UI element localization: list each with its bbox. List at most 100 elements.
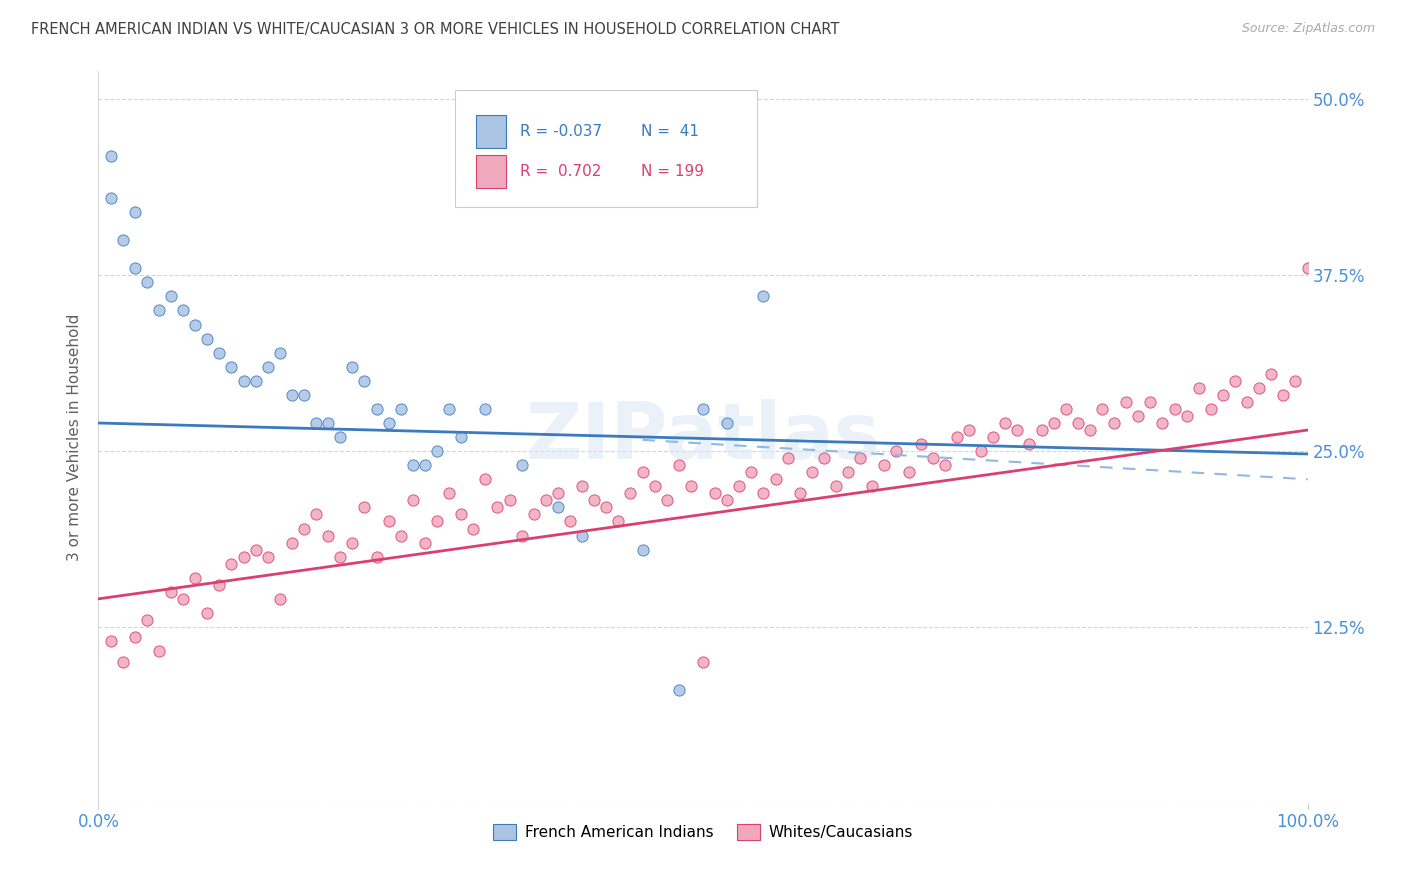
Point: [1296, 261, 1319, 276]
Point: [413, 458, 436, 473]
Point: [1031, 423, 1053, 437]
FancyBboxPatch shape: [456, 90, 758, 207]
Point: [655, 493, 678, 508]
Point: [631, 465, 654, 479]
Text: Source: ZipAtlas.com: Source: ZipAtlas.com: [1241, 22, 1375, 36]
Point: [148, 644, 170, 658]
Point: [510, 458, 533, 473]
Point: [342, 359, 364, 374]
Point: [124, 205, 146, 219]
Text: FRENCH AMERICAN INDIAN VS WHITE/CAUCASIAN 3 OR MORE VEHICLES IN HOUSEHOLD CORREL: FRENCH AMERICAN INDIAN VS WHITE/CAUCASIA…: [31, 22, 839, 37]
Point: [1175, 409, 1198, 423]
Point: [595, 500, 617, 515]
Point: [716, 493, 738, 508]
FancyBboxPatch shape: [475, 155, 506, 188]
Point: [1115, 395, 1137, 409]
Point: [957, 423, 980, 437]
Point: [970, 444, 993, 458]
Point: [873, 458, 896, 473]
Point: [740, 465, 762, 479]
Point: [232, 549, 254, 564]
Point: [813, 451, 835, 466]
Point: [329, 549, 352, 564]
Point: [342, 535, 364, 549]
Point: [583, 493, 606, 508]
Point: [221, 359, 243, 374]
Point: [426, 515, 449, 529]
Point: [1163, 401, 1185, 416]
Point: [269, 345, 291, 359]
Point: [389, 401, 412, 416]
Point: [305, 508, 328, 522]
Point: [860, 479, 883, 493]
Point: [292, 521, 315, 535]
Point: [100, 191, 122, 205]
Point: [547, 500, 569, 515]
Point: [450, 430, 472, 444]
Point: [1054, 401, 1077, 416]
Point: [934, 458, 956, 473]
Point: [256, 549, 278, 564]
Point: [607, 515, 630, 529]
Point: [1128, 409, 1150, 423]
Point: [281, 388, 304, 402]
Point: [523, 508, 546, 522]
Point: [292, 388, 315, 402]
Point: [208, 345, 231, 359]
Point: [534, 493, 557, 508]
Point: [716, 416, 738, 430]
Point: [413, 535, 436, 549]
Point: [1091, 401, 1114, 416]
Point: [981, 430, 1004, 444]
Text: N =  41: N = 41: [641, 124, 699, 139]
Point: [1018, 437, 1040, 451]
Point: [172, 591, 194, 606]
Point: [631, 542, 654, 557]
Point: [316, 416, 339, 430]
Point: [245, 542, 267, 557]
Point: [269, 591, 291, 606]
Point: [463, 521, 485, 535]
Point: [1236, 395, 1258, 409]
Point: [910, 437, 932, 451]
FancyBboxPatch shape: [475, 115, 506, 148]
Point: [668, 683, 690, 698]
Point: [377, 416, 399, 430]
Text: ZIPatlas: ZIPatlas: [526, 399, 880, 475]
Point: [837, 465, 859, 479]
Point: [389, 528, 412, 542]
Point: [1249, 381, 1271, 395]
Point: [450, 508, 472, 522]
Point: [1223, 374, 1246, 388]
Point: [752, 486, 775, 500]
Point: [571, 479, 593, 493]
Point: [160, 289, 183, 303]
Point: [1152, 416, 1174, 430]
Point: [886, 444, 908, 458]
Point: [245, 374, 267, 388]
Point: [195, 332, 218, 346]
Point: [1102, 416, 1125, 430]
Y-axis label: 3 or more Vehicles in Household: 3 or more Vehicles in Household: [67, 313, 83, 561]
Point: [111, 655, 134, 669]
Point: [124, 261, 146, 276]
Point: [692, 401, 714, 416]
Point: [704, 486, 727, 500]
Point: [849, 451, 872, 466]
Point: [1042, 416, 1064, 430]
Point: [111, 233, 134, 247]
Point: [765, 472, 787, 486]
Point: [366, 549, 388, 564]
Point: [994, 416, 1017, 430]
Point: [1007, 423, 1029, 437]
Point: [668, 458, 690, 473]
Point: [1212, 388, 1234, 402]
Point: [498, 493, 520, 508]
Point: [474, 472, 496, 486]
Point: [281, 535, 304, 549]
Point: [256, 359, 278, 374]
Point: [195, 606, 218, 620]
Point: [692, 655, 714, 669]
Point: [558, 515, 581, 529]
Point: [1078, 423, 1101, 437]
